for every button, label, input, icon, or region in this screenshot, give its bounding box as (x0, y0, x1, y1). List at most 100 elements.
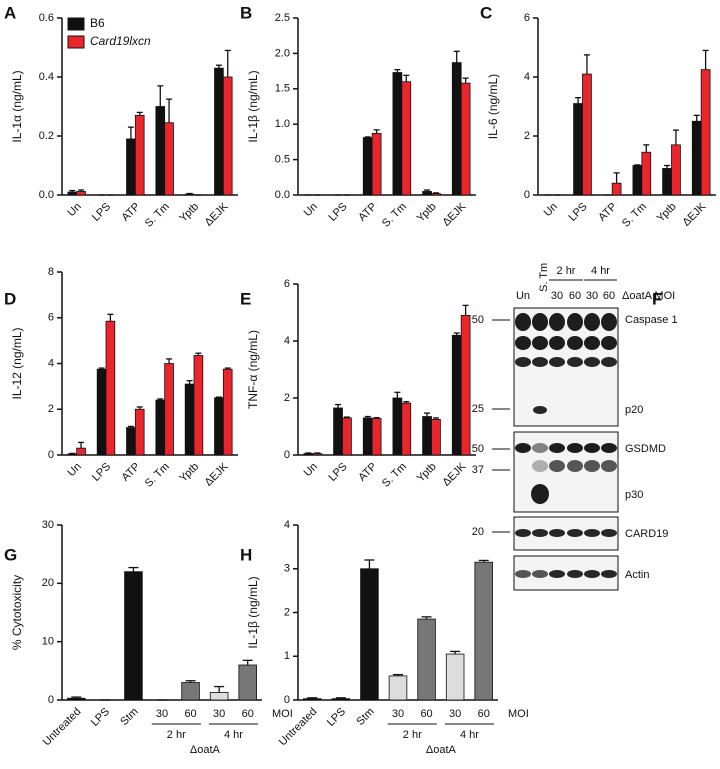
error-bar (166, 99, 172, 123)
x-tick-label: ΔEJK (680, 200, 708, 228)
y-tick-label: 0.0 (275, 189, 290, 201)
bar (185, 194, 194, 195)
blot-band (532, 357, 548, 367)
error-bar (694, 115, 700, 121)
lane-label: 30 (551, 290, 563, 302)
blot-band (515, 529, 531, 537)
y-tick-label: 1.5 (275, 83, 290, 95)
y-axis-title: TNF-α (ng/mL) (246, 330, 260, 409)
band-label: p30 (625, 489, 643, 501)
y-tick-label: 3 (284, 563, 290, 575)
band-label: GSDMD (625, 443, 666, 455)
bar (135, 409, 144, 455)
error-bar (364, 560, 374, 569)
y-tick-label: 0.4 (39, 71, 54, 83)
bar (432, 194, 441, 195)
blot-band (584, 443, 600, 453)
blot-band (533, 406, 547, 414)
error-bar (394, 392, 400, 398)
blot-frame (514, 432, 618, 512)
group-title: ΔoatA MOI (622, 290, 675, 302)
error-bar (243, 660, 253, 665)
y-axis-title: IL-1α (ng/mL) (10, 70, 24, 142)
y-axis-title: IL-6 (ng/mL) (486, 74, 500, 139)
error-bar (634, 165, 640, 166)
blot-band (549, 570, 565, 578)
x-tick-label: 30 (156, 708, 168, 720)
blot-band (584, 570, 600, 578)
x-tick-label: ATP (119, 461, 142, 484)
x-tick-label: 30 (392, 708, 404, 720)
blot-band (532, 336, 548, 350)
blot-band (515, 357, 531, 367)
error-bar (673, 130, 679, 145)
y-tick-label: 1.0 (275, 118, 290, 130)
error-bar (214, 687, 224, 693)
bar (446, 654, 464, 700)
bar (672, 145, 681, 195)
lane-label: 30 (586, 290, 598, 302)
x-tick-label: Un (302, 461, 320, 479)
blot-band (515, 443, 531, 453)
error-bar (403, 75, 409, 81)
y-tick-label: 2 (524, 130, 530, 142)
mw-marker: 20 (472, 526, 484, 538)
error-bar (187, 381, 193, 384)
error-bar (454, 51, 460, 62)
bar (393, 398, 402, 455)
error-bar (128, 127, 134, 139)
bar (692, 121, 701, 195)
y-tick-label: 6 (524, 12, 530, 24)
x-tick-label: ATP (356, 201, 379, 224)
lane-label: 60 (603, 290, 615, 302)
group-label: 2 hr (403, 729, 422, 741)
y-tick-label: 4 (284, 519, 290, 531)
band-label: Caspase 1 (625, 314, 678, 326)
blot-band (532, 529, 548, 537)
blot-band (549, 357, 565, 367)
x-tick-label: Untreated (41, 706, 84, 749)
y-tick-label: 0 (524, 189, 530, 201)
error-bar (216, 397, 222, 398)
error-bar (128, 568, 138, 572)
bar (156, 107, 165, 196)
group-title: ΔoatA (190, 744, 221, 756)
bar (165, 123, 174, 195)
x-tick-label: LPS (326, 201, 349, 224)
bar (574, 104, 583, 195)
blot-band (567, 313, 583, 331)
x-tick-label: 60 (478, 708, 490, 720)
blot-band (584, 529, 600, 537)
band-label: Actin (625, 569, 649, 581)
legend-swatch (68, 36, 84, 48)
bar (361, 569, 379, 700)
y-tick-label: 2 (284, 392, 290, 404)
bar (332, 699, 350, 700)
x-tick-label: LPS (89, 706, 112, 729)
x-tick-label: S. Tm (143, 461, 172, 490)
error-bar (394, 70, 400, 73)
x-tick-label: ATP (596, 201, 619, 224)
error-bar (305, 453, 311, 454)
bar (642, 152, 651, 195)
y-tick-label: 0.0 (39, 189, 54, 201)
error-bar (643, 145, 649, 152)
bar (77, 191, 86, 195)
bar (372, 133, 381, 195)
blot-band (567, 460, 583, 472)
error-bar (187, 194, 193, 195)
x-tick-label: 30 (213, 708, 225, 720)
y-axis-title: IL-1β (ng/mL) (246, 70, 260, 142)
y-tick-label: 10 (42, 636, 54, 648)
bar (452, 63, 461, 195)
y-tick-label: 4 (524, 71, 530, 83)
legend-swatch (68, 18, 84, 30)
x-tick-label: 60 (242, 708, 254, 720)
bar (418, 619, 436, 700)
bar (135, 115, 144, 195)
bar (165, 364, 174, 456)
error-bar (137, 112, 143, 115)
blot-band (584, 357, 600, 367)
